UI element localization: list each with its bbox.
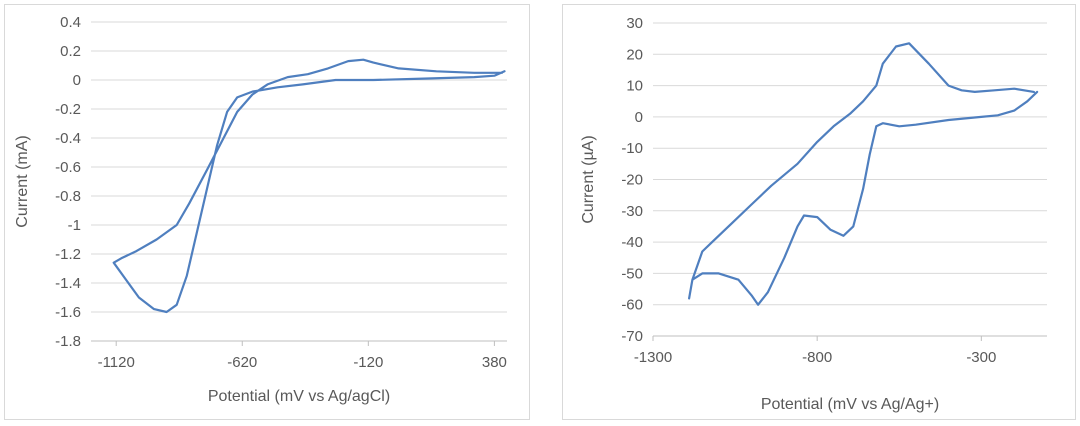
chart-left-svg: -1.8 -1.6 -1.4 -1.2 -1 -0.8 -0.6 -0.4 -0.2 0 0.2 0.… xyxy=(14,14,507,405)
y-tick-label: -0.6 xyxy=(55,159,81,176)
y-tick-label: 20 xyxy=(626,46,643,63)
y-tick-label: 0 xyxy=(635,109,643,126)
x-tick-label: -800 xyxy=(802,349,832,366)
y-tick-label: -1.8 xyxy=(55,333,81,350)
x-axis-title: Potential (mV vs Ag/agCl) xyxy=(208,388,390,405)
y-tick-label: 10 xyxy=(626,78,643,95)
y-tick-label: 0.2 xyxy=(60,43,81,60)
x-tick-label: -1300 xyxy=(634,349,672,366)
y-tick-label: -0.2 xyxy=(55,101,81,118)
x-tick-label: -620 xyxy=(227,354,257,371)
x-tick-label: -120 xyxy=(353,354,383,371)
y-tick-label: -0.4 xyxy=(55,130,81,147)
x-axis-title: Potential (mV vs Ag/Ag+) xyxy=(761,396,939,413)
chart-panel-right: -70 -60 -50 -40 -30 -20 -10 0 10 20 30 -1300 -800 -30… xyxy=(562,4,1076,420)
y-tick-label: -10 xyxy=(621,140,643,157)
y-tick-label: 30 xyxy=(626,15,643,32)
y-tick-label: -0.8 xyxy=(55,188,81,205)
y-tick-label: -50 xyxy=(621,265,643,282)
x-tick-label: -1120 xyxy=(98,354,135,371)
y-tick-label: -1 xyxy=(68,217,81,234)
chart-right-svg: -70 -60 -50 -40 -30 -20 -10 0 10 20 30 -1300 -800 -30… xyxy=(580,15,1047,413)
y-tick-label: -1.2 xyxy=(55,246,81,263)
y-axis-title: Current (µA) xyxy=(580,135,597,223)
series-line xyxy=(112,58,506,314)
y-tick-label: -70 xyxy=(621,328,643,345)
y-tick-label: -1.4 xyxy=(55,275,81,292)
x-tick-label: -300 xyxy=(966,349,996,366)
y-tick-label: -30 xyxy=(621,203,643,220)
y-tick-label: 0.4 xyxy=(60,14,81,31)
chart-panel-left: -1.8 -1.6 -1.4 -1.2 -1 -0.8 -0.6 -0.4 -0.2 0 0.2 0.… xyxy=(4,4,530,420)
y-tick-label: -60 xyxy=(621,297,643,314)
y-tick-label: -40 xyxy=(621,234,643,251)
x-tick-label: 380 xyxy=(482,354,507,371)
y-tick-label: 0 xyxy=(73,72,81,89)
y-tick-label: -1.6 xyxy=(55,304,81,321)
y-axis-title: Current (mA) xyxy=(14,135,31,227)
y-tick-label: -20 xyxy=(621,172,643,189)
series-line xyxy=(688,42,1039,306)
